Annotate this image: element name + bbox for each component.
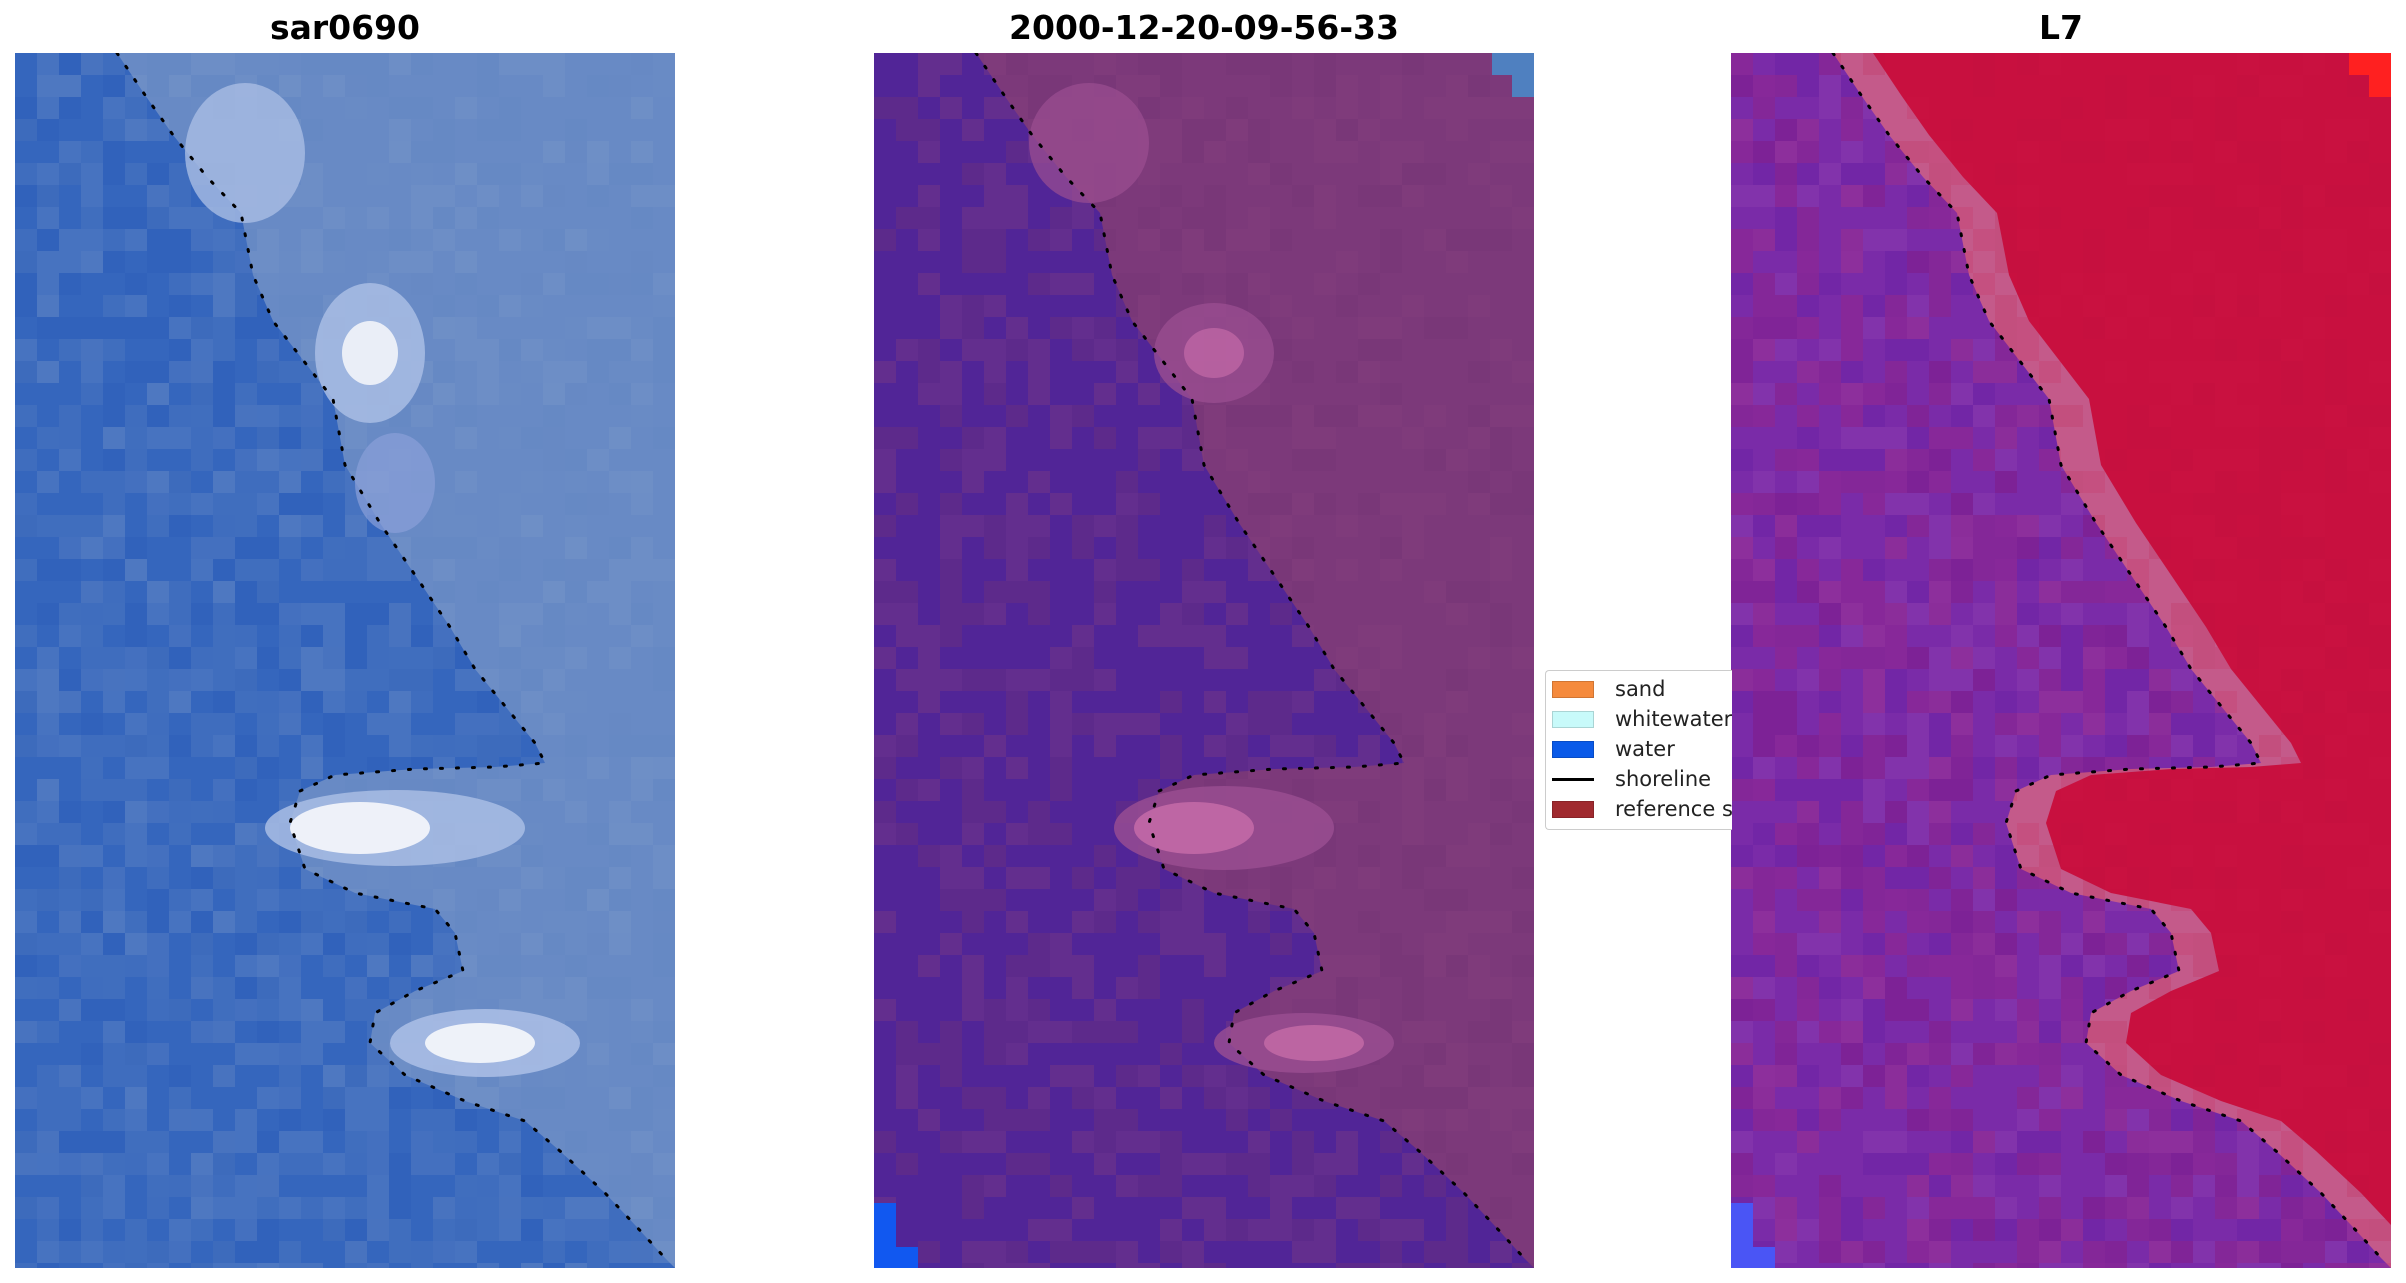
legend: sand whitewater water shoreline referenc… [1545,670,1732,830]
legend-item-whitewater: whitewater [1552,705,1732,733]
index-image [1731,53,2391,1268]
pixel-texture [1731,53,2391,1268]
land-index [1873,53,2391,1268]
legend-label: reference shoreline [1615,797,1732,821]
whitewater-patch [1264,1025,1364,1061]
shoreline-dotted [115,53,667,1260]
corner-patch [2369,75,2391,97]
bright-surf-patch [355,433,435,533]
water-corner [874,1203,896,1268]
legend-label: water [1615,737,1675,761]
shoreline-dotted [974,53,1526,1260]
corner-patch [1753,1247,1775,1268]
water-corner [896,1247,918,1268]
legend-item-reference-shoreline: reference shoreline [1552,795,1732,823]
classified-image [874,53,1534,1268]
bright-surf-patch [342,321,398,385]
corner-patch [2349,53,2391,75]
pixel-texture [15,53,675,1268]
legend-line-shoreline [1552,777,1594,781]
legend-item-sand: sand [1552,675,1665,703]
legend-swatch-water [1552,740,1594,758]
bright-surf-patch [425,1023,535,1063]
panel-title-l7: L7 [2039,8,2083,47]
pixel-texture [874,53,1534,1268]
classified-image-panel [874,53,1534,1268]
index-image-panel [1731,53,2391,1268]
legend-label: shoreline [1615,767,1712,791]
legend-swatch-sand [1552,680,1594,698]
panel-title-date: 2000-12-20-09-56-33 [1009,8,1399,47]
bright-surf-patch [290,802,430,854]
corner-patch [1512,75,1534,97]
rgb-image [15,53,675,1268]
bright-surf-patch [185,83,305,223]
land-area [117,53,675,1268]
whitewater-patch [1184,328,1244,378]
land-class [976,53,1534,1268]
whitewater-patch [1134,802,1254,854]
whitewater-patch [1029,83,1149,203]
legend-item-water: water [1552,735,1675,763]
legend-swatch-whitewater [1552,710,1594,728]
corner-patch [1492,53,1534,75]
rgb-image-panel [15,53,675,1268]
legend-item-shoreline: shoreline [1552,765,1711,793]
panel-title-sar0690: sar0690 [269,8,421,47]
corner-patch [1731,1203,1753,1268]
legend-label: whitewater [1615,707,1732,731]
legend-label: sand [1615,677,1666,701]
legend-swatch-reference-shoreline [1552,800,1594,818]
shoreline-dotted [1831,53,2383,1260]
